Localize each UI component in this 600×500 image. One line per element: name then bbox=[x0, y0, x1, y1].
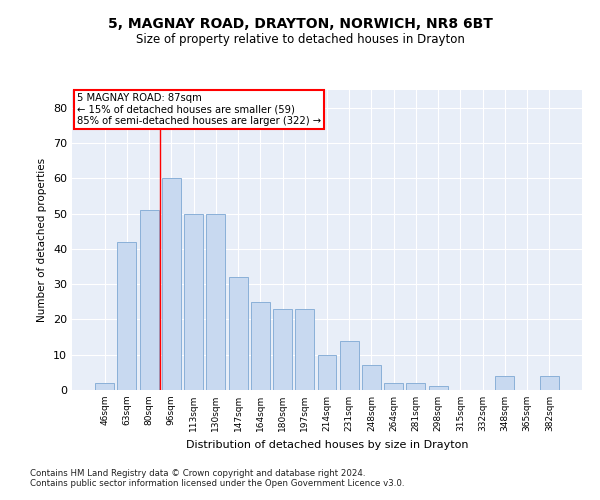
Bar bbox=[295, 309, 314, 390]
Bar bbox=[162, 178, 181, 390]
Bar bbox=[118, 242, 136, 390]
Bar bbox=[95, 383, 114, 390]
Y-axis label: Number of detached properties: Number of detached properties bbox=[37, 158, 47, 322]
Text: Size of property relative to detached houses in Drayton: Size of property relative to detached ho… bbox=[136, 32, 464, 46]
Bar bbox=[384, 383, 403, 390]
Bar bbox=[540, 376, 559, 390]
Bar bbox=[429, 386, 448, 390]
Bar bbox=[229, 277, 248, 390]
Text: 5, MAGNAY ROAD, DRAYTON, NORWICH, NR8 6BT: 5, MAGNAY ROAD, DRAYTON, NORWICH, NR8 6B… bbox=[107, 18, 493, 32]
Bar bbox=[140, 210, 158, 390]
Bar bbox=[184, 214, 203, 390]
Text: Contains public sector information licensed under the Open Government Licence v3: Contains public sector information licen… bbox=[30, 478, 404, 488]
Text: Contains HM Land Registry data © Crown copyright and database right 2024.: Contains HM Land Registry data © Crown c… bbox=[30, 468, 365, 477]
Bar bbox=[317, 354, 337, 390]
Bar bbox=[496, 376, 514, 390]
Bar bbox=[273, 309, 292, 390]
Bar bbox=[206, 214, 225, 390]
Bar bbox=[340, 340, 359, 390]
Bar bbox=[362, 366, 381, 390]
Text: 5 MAGNAY ROAD: 87sqm
← 15% of detached houses are smaller (59)
85% of semi-detac: 5 MAGNAY ROAD: 87sqm ← 15% of detached h… bbox=[77, 93, 321, 126]
Bar bbox=[251, 302, 270, 390]
Bar bbox=[406, 383, 425, 390]
X-axis label: Distribution of detached houses by size in Drayton: Distribution of detached houses by size … bbox=[186, 440, 468, 450]
